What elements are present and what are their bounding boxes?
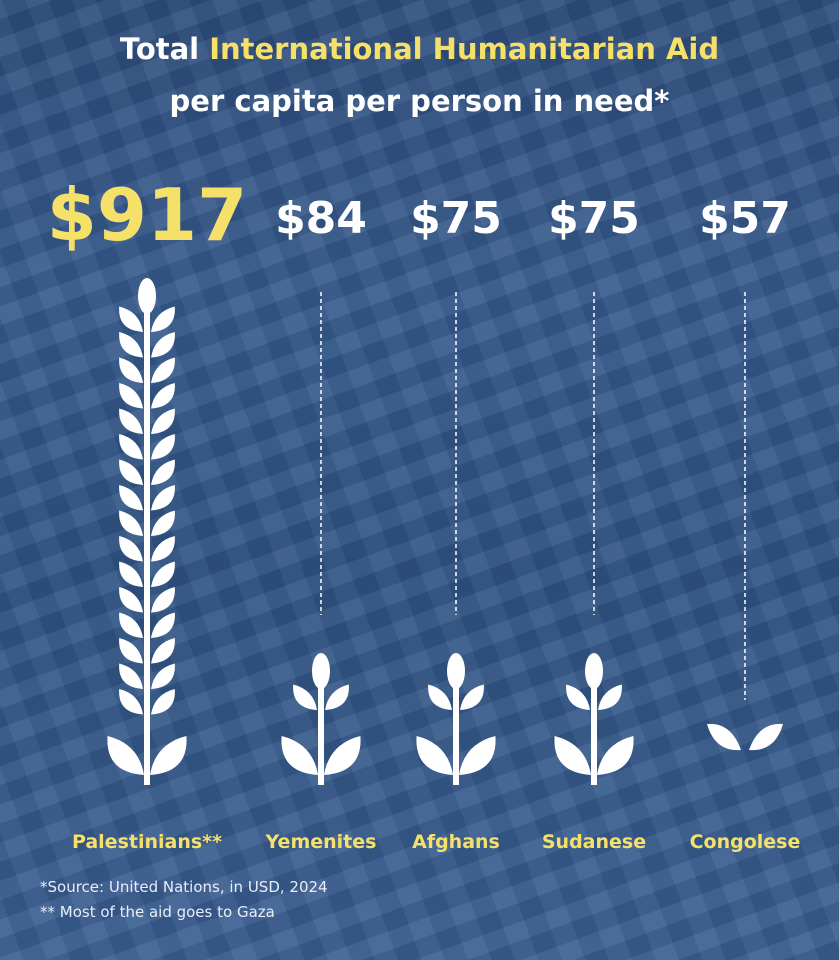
- plant-grain: [428, 684, 452, 710]
- value-label: $75: [548, 193, 640, 244]
- sprout-leaf: [707, 723, 741, 751]
- wheat-grain: [119, 536, 143, 562]
- plant-stem: [318, 685, 324, 785]
- wheat-grain: [151, 561, 175, 587]
- source-note: *Source: United Nations, in USD, 2024: [40, 878, 328, 896]
- category-label: Afghans: [412, 831, 500, 853]
- wheat-grain: [119, 383, 143, 409]
- wheat-grain: [151, 510, 175, 536]
- chart-subtitle: per capita per person in need*: [169, 84, 670, 118]
- wheat-grain: [119, 561, 143, 587]
- wheat-grain: [119, 459, 143, 485]
- wheat-grain-top: [138, 278, 156, 314]
- category-label: Yemenites: [265, 831, 377, 853]
- wheat-grain: [119, 485, 143, 511]
- wheat-grain: [151, 306, 175, 332]
- wheat-grain: [151, 383, 175, 409]
- wheat-grain: [151, 459, 175, 485]
- plant-bud: [312, 653, 330, 689]
- value-label: $84: [275, 193, 367, 244]
- wheat-grain: [119, 510, 143, 536]
- wheat-grain: [119, 306, 143, 332]
- wheat-grain: [151, 485, 175, 511]
- plant-grain: [293, 684, 317, 710]
- wheat-grain: [119, 587, 143, 613]
- wheat-grain: [119, 357, 143, 383]
- value-label: $57: [699, 193, 791, 244]
- wheat-leaf: [150, 736, 187, 775]
- wheat-grain: [151, 612, 175, 638]
- plant-leaf: [597, 736, 634, 775]
- plant-grain: [598, 684, 622, 710]
- sprout-leaf: [749, 723, 783, 751]
- value-label: $917: [47, 173, 247, 257]
- plant-grain: [566, 684, 590, 710]
- value-label: $75: [410, 193, 502, 244]
- plant-grain: [325, 684, 349, 710]
- wheat-grain: [151, 408, 175, 434]
- plant-bud: [447, 653, 465, 689]
- wheat-grain: [151, 332, 175, 358]
- wheat-leaf: [107, 736, 144, 775]
- wheat-grain: [151, 638, 175, 664]
- plant-leaf: [281, 736, 318, 775]
- wheat-grain: [151, 536, 175, 562]
- plant-bud: [585, 653, 603, 689]
- plant-stem: [453, 685, 459, 785]
- plant-leaf: [416, 736, 453, 775]
- wheat-grain: [151, 357, 175, 383]
- wheat-grain: [151, 689, 175, 715]
- wheat-grain: [151, 587, 175, 613]
- plant-leaf: [324, 736, 361, 775]
- plant-leaf: [554, 736, 591, 775]
- plant-leaf: [459, 736, 496, 775]
- wheat-grain: [119, 663, 143, 689]
- wheat-grain: [119, 332, 143, 358]
- plant-stem: [591, 685, 597, 785]
- category-label: Congolese: [690, 831, 801, 853]
- plant-grain: [460, 684, 484, 710]
- category-label: Sudanese: [542, 831, 646, 853]
- wheat-stem: [144, 300, 150, 785]
- wheat-grain: [151, 663, 175, 689]
- wheat-grain: [151, 434, 175, 460]
- wheat-grain: [119, 612, 143, 638]
- wheat-grain: [119, 408, 143, 434]
- gaza-note: ** Most of the aid goes to Gaza: [40, 903, 275, 921]
- wheat-grain: [119, 638, 143, 664]
- wheat-grain: [119, 434, 143, 460]
- category-label: Palestinians**: [72, 831, 222, 853]
- wheat-grain: [119, 689, 143, 715]
- chart-title: Total International Humanitarian Aid: [119, 32, 720, 66]
